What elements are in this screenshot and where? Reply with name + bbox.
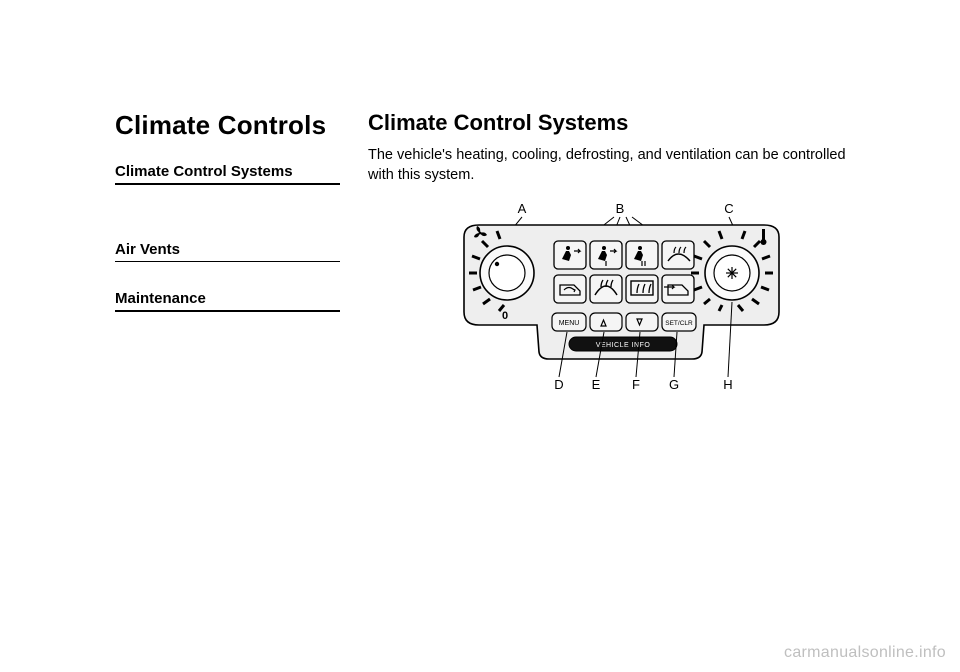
toc-column: Climate Controls Climate Control Systems… <box>115 110 340 402</box>
climate-control-diagram: A B C <box>404 197 824 397</box>
content-column: Climate Control Systems The vehicle's he… <box>368 110 860 402</box>
callout-label-h: H <box>723 377 732 392</box>
manual-page: Climate Controls Climate Control Systems… <box>0 0 960 672</box>
vehicle-info-label: VEHICLE INFO <box>596 342 651 349</box>
section-heading: Climate Control Systems <box>368 110 860 136</box>
callout-label-d: D <box>554 377 563 392</box>
toc-heading: Air Vents <box>115 241 340 260</box>
toc-gap <box>115 185 340 227</box>
fan-zero-label: 0 <box>502 310 508 322</box>
menu-button-label: MENU <box>559 320 580 327</box>
toc-entry-air-vents: Air Vents <box>115 241 340 277</box>
toc-gap <box>115 262 340 276</box>
callout-label-g: G <box>669 377 679 392</box>
two-column-layout: Climate Controls Climate Control Systems… <box>115 110 860 402</box>
toc-entry-climate-systems: Climate Control Systems <box>115 163 340 227</box>
toc-heading: Climate Control Systems <box>115 163 340 182</box>
intro-paragraph: The vehicle's heating, cooling, defrosti… <box>368 146 860 185</box>
callout-label-c: C <box>724 201 733 216</box>
figure-container: A B C <box>368 197 860 402</box>
watermark-text: carmanualsonline.info <box>784 644 946 662</box>
toc-rule <box>115 310 340 312</box>
callout-label-e: E <box>592 377 601 392</box>
toc-heading: Maintenance <box>115 290 340 309</box>
toc-entry-maintenance: Maintenance <box>115 290 340 312</box>
callout-label-f: F <box>632 377 640 392</box>
callout-label-a: A <box>518 201 527 216</box>
callout-label-b: B <box>616 201 625 216</box>
chapter-title: Climate Controls <box>115 110 340 141</box>
setclr-button-label: SET/CLR <box>665 320 693 327</box>
climate-panel-svg: A B C <box>404 197 824 397</box>
